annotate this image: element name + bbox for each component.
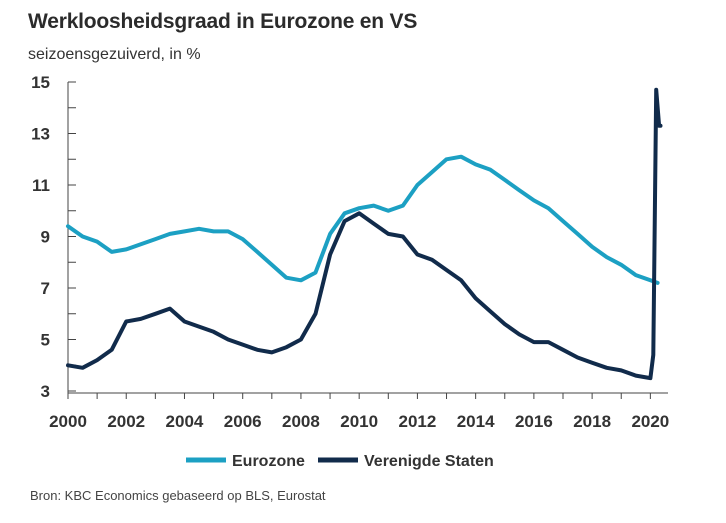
legend: Eurozone Verenigde Staten [186,453,494,470]
y-tick-label: 13 [31,125,50,144]
legend-label: Verenigde Staten [364,453,494,470]
x-tick-label: 2016 [515,412,553,431]
legend-label: Eurozone [232,453,305,470]
y-tick-label: 11 [32,176,50,195]
y-tick-label: 5 [41,331,50,350]
x-tick-label: 2020 [631,412,669,431]
x-tick-label: 2002 [107,412,145,431]
axes: 3 5 7 9 11 13 15 2000 2002 2004 2006 2008 2010 2012 20… [31,73,669,431]
y-tick-label: 3 [41,382,50,401]
x-tick-label: 2018 [573,412,611,431]
x-tick-label: 2004 [166,412,204,431]
series-line-eurozone [66,154,660,285]
x-tick-label: 2000 [49,412,87,431]
x-tick-label: 2012 [398,412,436,431]
y-tick-label: 15 [31,73,50,92]
x-tick-label: 2008 [282,412,320,431]
x-tick-label: 2010 [340,412,378,431]
series-line-us [66,87,663,381]
y-tick-label: 9 [41,228,50,247]
x-tick-label: 2006 [224,412,262,431]
chart-subtitle: seizoensgezuiverd, in % [28,46,201,63]
y-tick-label: 7 [41,279,50,298]
source-note: Bron: KBC Economics gebaseerd op BLS, Eu… [30,488,326,503]
x-tick-label: 2014 [457,412,495,431]
series-lines [66,87,663,381]
chart-title: Werkloosheidsgraad in Eurozone en VS [28,10,418,33]
